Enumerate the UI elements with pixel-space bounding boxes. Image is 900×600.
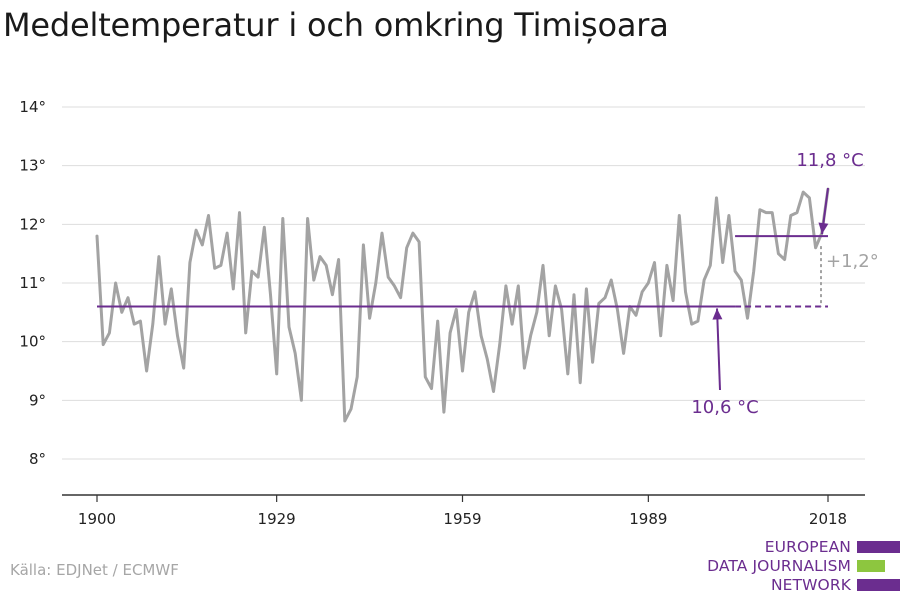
- x-tick-label: 1959: [443, 510, 481, 528]
- baseline-average-label: 10,6 °C: [691, 397, 758, 418]
- y-tick-label: 11°: [19, 274, 46, 292]
- edjnet-logo: EUROPEAN DATA JOURNALISM NETWORK: [700, 538, 900, 598]
- y-tick-label: 9°: [29, 391, 46, 409]
- logo-bar-top: [857, 541, 900, 553]
- y-tick-label: 10°: [19, 333, 46, 351]
- x-tick-label: 1989: [629, 510, 667, 528]
- source-note: Källa: EDJNet / ECMWF: [10, 561, 179, 579]
- y-tick-label: 8°: [29, 450, 46, 468]
- recent-average-label: 11,8 °C: [796, 150, 863, 171]
- reference-lines: [97, 235, 828, 308]
- logo-line-2: DATA JOURNALISM: [707, 557, 851, 575]
- title: Medeltemperatur i och omkring Timișoara: [3, 6, 669, 44]
- axes: 8° 9° 10° 11° 12° 13° 14° 1900 1929 1959 1989 2018: [19, 98, 865, 528]
- y-tick-label: 14°: [19, 98, 46, 116]
- logo-line-3: NETWORK: [770, 576, 851, 594]
- arrow-to-baseline-average-head: [712, 308, 723, 320]
- x-tick-label: 1929: [258, 510, 296, 528]
- x-tick-label: 1900: [78, 510, 116, 528]
- arrow-to-recent-average-head: [818, 222, 829, 235]
- series-layer: [95, 187, 830, 423]
- logo-bar-middle: [857, 560, 885, 572]
- logo-line-1: EUROPEAN: [764, 538, 851, 556]
- arrow-to-baseline-average: [716, 308, 721, 391]
- x-tick-label: 2018: [809, 510, 847, 528]
- logo-bar-bottom: [857, 579, 900, 591]
- y-tick-label: 12°: [19, 215, 46, 233]
- gridlines: [62, 106, 865, 460]
- temperature-series-line: [95, 187, 830, 423]
- difference-label: +1,2°: [826, 251, 879, 272]
- y-tick-label: 13°: [19, 157, 46, 175]
- annotations: 11,8 °C 10,6 °C +1,2°: [691, 150, 878, 418]
